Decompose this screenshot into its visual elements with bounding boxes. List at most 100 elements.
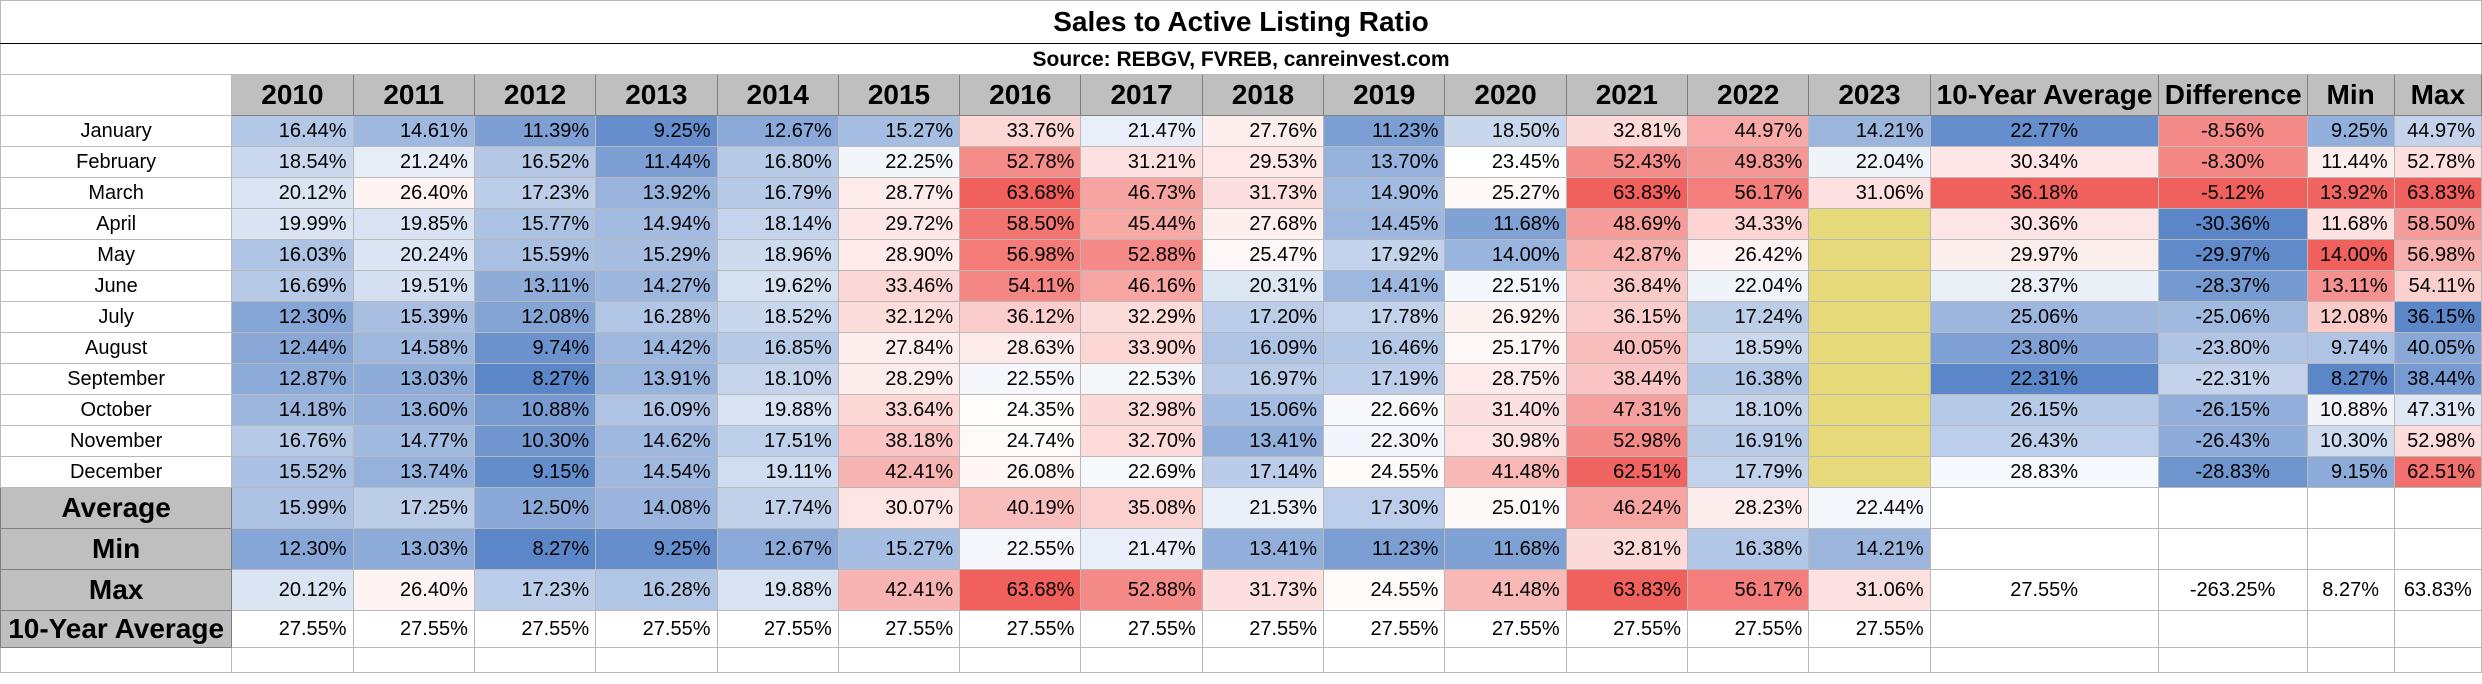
- column-header: Min: [2306, 74, 2395, 116]
- summary-cell: [2393, 528, 2482, 570]
- value-cell: 11.39%: [473, 115, 597, 147]
- value-cell: 22.77%: [1929, 115, 2159, 147]
- value-cell: 31.73%: [1201, 177, 1325, 209]
- ten-year-average-cell: 27.55%: [1808, 610, 1931, 648]
- summary-cell: 13.41%: [1201, 528, 1325, 570]
- table-row: September 12.87% 13.03% 8.27% 13.91% 18.10% 28…: [0, 363, 2482, 395]
- value-cell: 14.42%: [595, 332, 718, 364]
- month-label: June: [0, 270, 233, 302]
- value-cell: 56.98%: [2393, 239, 2482, 271]
- value-cell: 36.84%: [1565, 270, 1689, 302]
- table-row: May 16.03% 20.24% 15.59% 15.29% 18.96% 28.90% 5…: [0, 239, 2482, 271]
- column-header: 2015: [837, 74, 961, 116]
- value-cell: 18.96%: [716, 239, 839, 271]
- empty-cell: [2393, 610, 2482, 648]
- value-cell: 22.66%: [1323, 394, 1446, 426]
- empty-cell: [1565, 647, 1689, 673]
- value-cell: 36.12%: [959, 301, 1082, 333]
- value-cell: 14.61%: [352, 115, 475, 147]
- value-cell: 12.08%: [2306, 301, 2395, 333]
- table-row: October 14.18% 13.60% 10.88% 16.09% 19.88% 33.…: [0, 394, 2482, 426]
- value-cell: 8.27%: [473, 363, 597, 395]
- value-cell: 22.51%: [1444, 270, 1567, 302]
- header-corner: [0, 74, 233, 116]
- column-header: 2016: [959, 74, 1082, 116]
- value-cell: 52.78%: [2393, 146, 2482, 178]
- pending-cell: [1808, 394, 1931, 426]
- value-cell: 22.31%: [1929, 363, 2159, 395]
- empty-cell: [1444, 647, 1567, 673]
- value-cell: 24.74%: [959, 425, 1082, 457]
- pending-cell: [1808, 456, 1931, 488]
- value-cell: 58.50%: [959, 208, 1082, 240]
- value-cell: 16.91%: [1686, 425, 1810, 457]
- value-cell: 16.44%: [231, 115, 354, 147]
- summary-cell: 35.08%: [1080, 487, 1203, 529]
- month-label: October: [0, 394, 233, 426]
- pending-cell: [1808, 208, 1931, 240]
- value-cell: 28.29%: [837, 363, 961, 395]
- empty-cell: [352, 647, 475, 673]
- value-cell: 19.99%: [231, 208, 354, 240]
- value-cell: 14.90%: [1323, 177, 1446, 209]
- summary-cell: 27.55%: [1929, 569, 2159, 611]
- value-cell: 49.83%: [1686, 146, 1810, 178]
- value-cell: 13.41%: [1201, 425, 1325, 457]
- column-header: 2020: [1444, 74, 1567, 116]
- table-row: January 16.44% 14.61% 11.39% 9.25% 12.67% 15.2…: [0, 115, 2482, 147]
- column-header: 2023: [1808, 74, 1931, 116]
- value-cell: 16.28%: [595, 301, 718, 333]
- value-cell: 16.09%: [1201, 332, 1325, 364]
- column-header: 2018: [1201, 74, 1325, 116]
- summary-cell: 9.25%: [595, 528, 718, 570]
- table-row: November 16.76% 14.77% 10.30% 14.62% 17.51% 38…: [0, 425, 2482, 457]
- value-cell: 29.97%: [1929, 239, 2159, 271]
- value-cell: 17.20%: [1201, 301, 1325, 333]
- table-row: March 20.12% 26.40% 17.23% 13.92% 16.79% 28.77…: [0, 177, 2482, 209]
- summary-cell: 8.27%: [2306, 569, 2395, 611]
- value-cell: 46.16%: [1080, 270, 1203, 302]
- summary-cell: 13.03%: [352, 528, 475, 570]
- month-label: December: [0, 456, 233, 488]
- summary-cell: 15.27%: [837, 528, 961, 570]
- value-cell: 18.54%: [231, 146, 354, 178]
- month-label: February: [0, 146, 233, 178]
- column-header: 2013: [595, 74, 718, 116]
- value-cell: 28.90%: [837, 239, 961, 271]
- pending-cell: [1808, 363, 1931, 395]
- value-cell: 14.18%: [231, 394, 354, 426]
- table-title: Sales to Active Listing Ratio: [0, 0, 2482, 44]
- value-cell: 20.12%: [231, 177, 354, 209]
- value-cell: 25.47%: [1201, 239, 1325, 271]
- summary-cell: 56.17%: [1686, 569, 1810, 611]
- value-cell: 17.24%: [1686, 301, 1810, 333]
- value-cell: 58.50%: [2393, 208, 2482, 240]
- summary-cell: -263.25%: [2157, 569, 2308, 611]
- column-header: 2019: [1323, 74, 1446, 116]
- value-cell: 32.29%: [1080, 301, 1203, 333]
- value-cell: -26.43%: [2157, 425, 2308, 457]
- value-cell: 30.36%: [1929, 208, 2159, 240]
- value-cell: 44.97%: [2393, 115, 2482, 147]
- value-cell: 52.78%: [959, 146, 1082, 178]
- summary-cell: 12.50%: [473, 487, 597, 529]
- value-cell: 46.73%: [1080, 177, 1203, 209]
- value-cell: 11.23%: [1323, 115, 1446, 147]
- value-cell: 36.15%: [1565, 301, 1689, 333]
- month-label: March: [0, 177, 233, 209]
- value-cell: 26.92%: [1444, 301, 1567, 333]
- value-cell: 32.98%: [1080, 394, 1203, 426]
- value-cell: 22.53%: [1080, 363, 1203, 395]
- ten-year-average-row: 10-Year Average 27.55% 27.55% 27.55% 27.55% 2…: [0, 610, 2482, 648]
- value-cell: 16.79%: [716, 177, 839, 209]
- value-cell: 19.51%: [352, 270, 475, 302]
- summary-cell: 31.73%: [1201, 569, 1325, 611]
- value-cell: 26.43%: [1929, 425, 2159, 457]
- value-cell: 14.00%: [1444, 239, 1567, 271]
- value-cell: 48.69%: [1565, 208, 1689, 240]
- value-cell: 24.55%: [1323, 456, 1446, 488]
- value-cell: 13.11%: [2306, 270, 2395, 302]
- empty-cell: [1929, 610, 2159, 648]
- value-cell: 47.31%: [1565, 394, 1689, 426]
- empty-cell: [1808, 647, 1931, 673]
